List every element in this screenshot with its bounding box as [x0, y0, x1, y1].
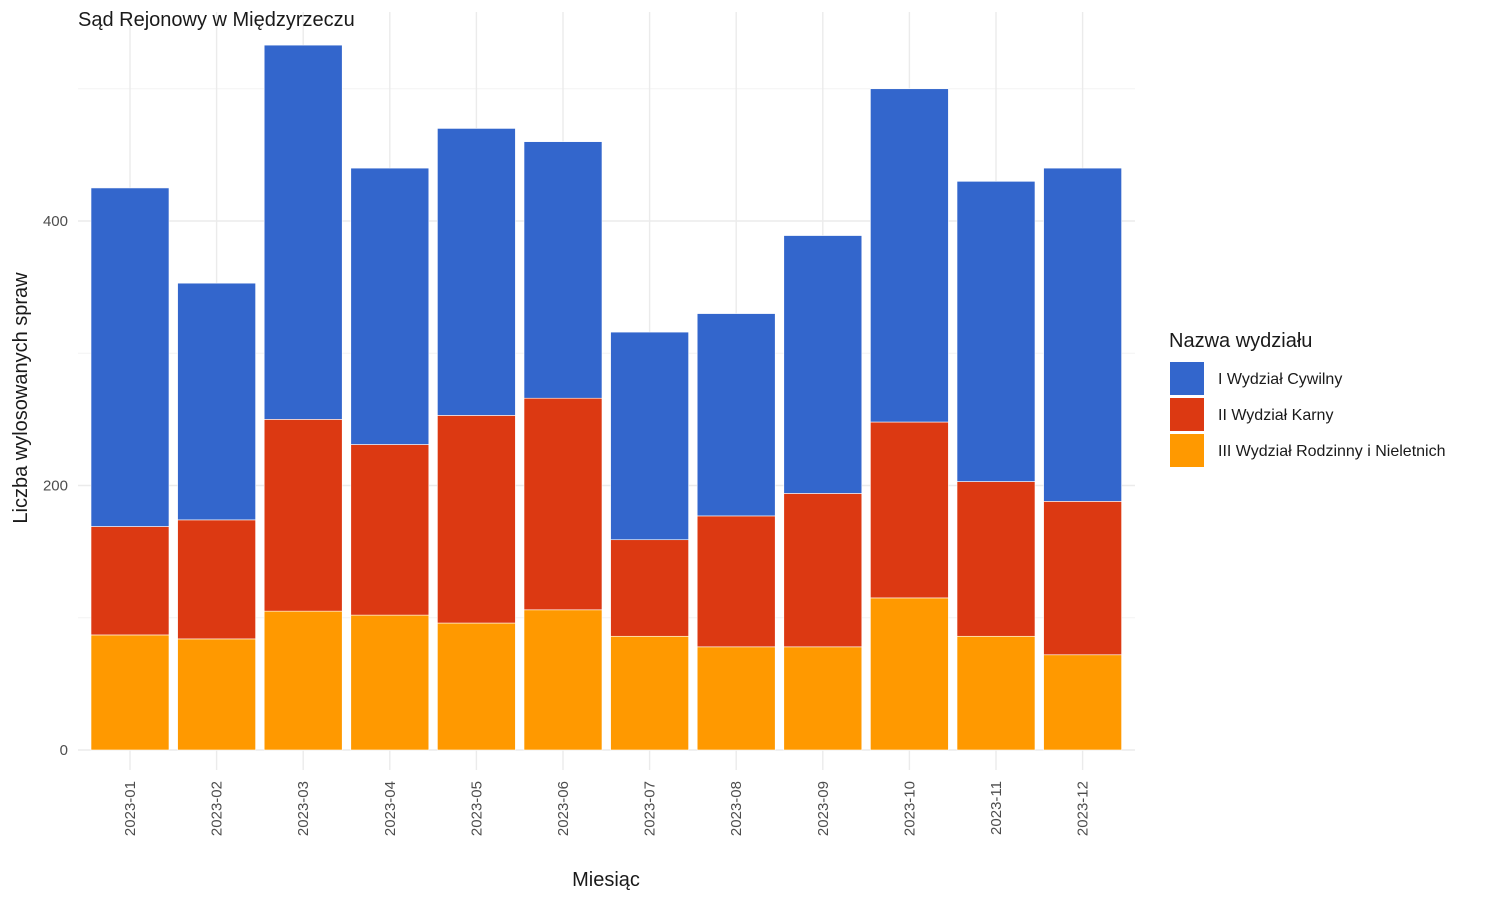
legend-label: II Wydział Karny [1218, 407, 1333, 424]
bar-segment [350, 167, 430, 445]
chart-title: Sąd Rejonowy w Międzyrzeczu [78, 9, 355, 31]
bar-segment [437, 622, 516, 751]
legend-swatch [1170, 362, 1204, 395]
x-tick-label: 2023-04 [382, 781, 399, 836]
x-tick-label: 2023-05 [468, 781, 485, 836]
x-tick-label: 2023-06 [555, 781, 572, 836]
x-tick-label: 2023-10 [901, 781, 918, 836]
legend-swatch [1170, 398, 1204, 431]
bar-segment [177, 519, 256, 640]
legend-items: I Wydział Cywilny II Wydział Karny III Wyd… [1170, 362, 1446, 467]
x-tick-label: 2023-09 [815, 781, 832, 836]
bar-segment [610, 635, 689, 751]
legend-label: III Wydział Rodzinny i Nieletnich [1218, 443, 1446, 460]
bar-segment [523, 609, 603, 751]
bar-segment [696, 313, 776, 517]
x-tick-label: 2023-12 [1075, 781, 1092, 836]
bar-segment [437, 128, 516, 416]
bar-segment [350, 444, 430, 616]
y-tick-label: 0 [60, 742, 68, 759]
legend-label: I Wydział Cywilny [1218, 371, 1342, 388]
y-tick-label: 400 [43, 213, 68, 230]
x-tick-label: 2023-03 [295, 781, 312, 836]
bar-segment [870, 421, 949, 599]
legend-swatch [1170, 434, 1204, 467]
bar-segment [1043, 167, 1122, 502]
bar-segment [956, 481, 1036, 637]
bar-segment [956, 635, 1036, 751]
bar-segment [90, 187, 170, 527]
x-axis-title: Miesiąc [572, 869, 640, 891]
bar-segment [1043, 654, 1122, 751]
bar-segment [350, 614, 430, 751]
x-axis-ticks: 2023-01 2023-02 2023-03 2023-04 2023-05 2023-… [122, 781, 1092, 836]
x-tick-label: 2023-11 [988, 781, 1005, 835]
bar-segment [696, 515, 776, 648]
bar-segment [263, 44, 343, 420]
legend-title: Nazwa wydziału [1169, 330, 1312, 352]
bar-segment [523, 397, 603, 611]
bar-segment [783, 235, 863, 494]
y-axis-ticks: 0 200 400 [43, 213, 68, 759]
bar-segment [263, 419, 343, 612]
bars [90, 44, 1122, 751]
legend: Nazwa wydziału I Wydział Cywilny II Wydzi… [1169, 330, 1446, 467]
x-tick-label: 2023-01 [122, 781, 139, 836]
x-tick-label: 2023-07 [642, 781, 659, 836]
y-tick-label: 200 [43, 478, 68, 495]
bar-segment [610, 331, 689, 541]
bar-segment [177, 282, 256, 521]
bar-segment [956, 181, 1036, 482]
bar-segment [90, 526, 170, 636]
x-tick-label: 2023-02 [209, 781, 226, 836]
y-axis-title: Liczba wylosowanych spraw [10, 272, 32, 524]
x-tick-label: 2023-08 [728, 781, 745, 836]
bar-segment [177, 638, 256, 751]
bar-segment [437, 415, 516, 624]
bar-segment [610, 539, 689, 637]
bar-segment [783, 646, 863, 751]
bar-segment [90, 634, 170, 751]
bar-segment [523, 141, 603, 399]
bar-segment [1043, 501, 1122, 656]
bar-segment [696, 646, 776, 751]
bar-segment [263, 610, 343, 751]
bar-segment [783, 493, 863, 648]
bar-segment [870, 88, 949, 423]
bar-segment [870, 597, 949, 751]
